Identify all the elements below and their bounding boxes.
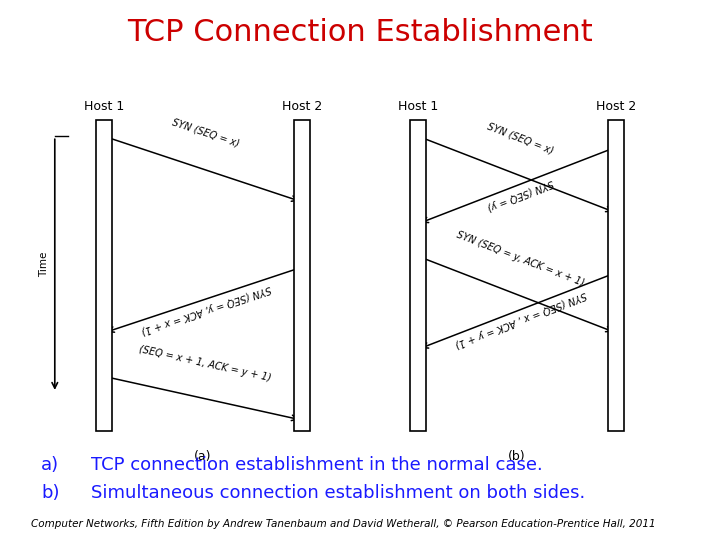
Text: SYN (SEQ = x): SYN (SEQ = x) — [486, 122, 555, 156]
Text: SYN (SEQ = y, ACK = x + 1): SYN (SEQ = y, ACK = x + 1) — [455, 230, 585, 288]
Text: Computer Networks, Fifth Edition by Andrew Tanenbaum and David Wetherall, © Pear: Computer Networks, Fifth Edition by Andr… — [30, 519, 655, 529]
Text: SYN (SEQ = y, ACK = x + 1): SYN (SEQ = y, ACK = x + 1) — [140, 283, 272, 335]
Bar — [410, 120, 426, 431]
Bar — [608, 120, 624, 431]
Text: TCP connection establishment in the normal case.: TCP connection establishment in the norm… — [91, 456, 542, 474]
Text: (a): (a) — [194, 450, 212, 463]
Text: SYN (SEQ = x): SYN (SEQ = x) — [171, 117, 240, 148]
Text: Host 1: Host 1 — [398, 100, 438, 113]
Text: SYN (SEQ = y): SYN (SEQ = y) — [486, 177, 555, 211]
Text: (b): (b) — [508, 450, 526, 463]
Text: b): b) — [41, 484, 60, 502]
Bar — [294, 120, 310, 431]
Text: SYN (SEQ = x , ACK = y + 1): SYN (SEQ = x , ACK = y + 1) — [453, 289, 588, 349]
Text: Time: Time — [39, 252, 49, 277]
Text: a): a) — [41, 456, 60, 474]
Text: Simultaneous connection establishment on both sides.: Simultaneous connection establishment on… — [91, 484, 585, 502]
Text: Host 2: Host 2 — [595, 100, 636, 113]
Text: TCP Connection Establishment: TCP Connection Establishment — [127, 18, 593, 47]
Text: Host 1: Host 1 — [84, 100, 125, 113]
Text: (SEQ = x + 1, ACK = y + 1): (SEQ = x + 1, ACK = y + 1) — [138, 345, 271, 383]
Text: Host 2: Host 2 — [282, 100, 322, 113]
Bar — [96, 120, 112, 431]
